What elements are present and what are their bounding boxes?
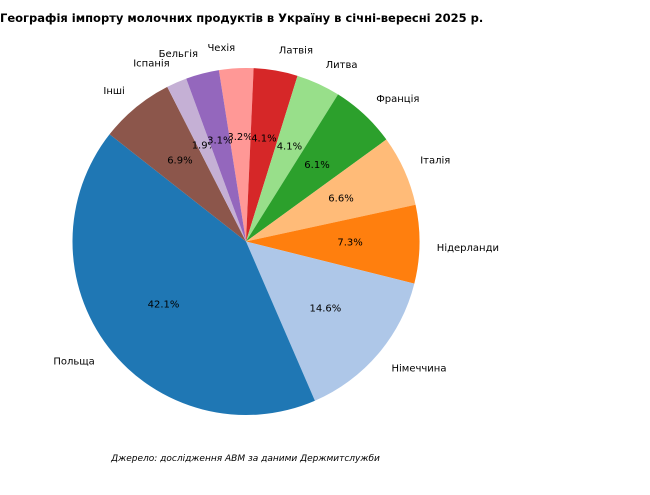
pie-percent-label: 6.6% bbox=[328, 194, 353, 205]
pie-country-label: Латвія bbox=[279, 45, 313, 57]
pie-slice-6 bbox=[246, 241, 415, 401]
pie-country-label: Нідерланди bbox=[437, 242, 499, 254]
pie-percent-label: 1.9% bbox=[192, 141, 217, 152]
pie-slice-10 bbox=[186, 70, 246, 242]
pie-percent-label: 3.2% bbox=[227, 132, 252, 143]
pie-country-label: Польща bbox=[53, 356, 94, 367]
pie-percent-label: 6.9% bbox=[167, 156, 192, 167]
pie-slice-9 bbox=[167, 78, 246, 242]
pie-country-label: Італія bbox=[420, 155, 450, 167]
pie-country-label: Іспанія bbox=[133, 58, 169, 70]
pie-percent-label: 42.1% bbox=[148, 300, 180, 311]
pie-slice-0 bbox=[218, 68, 254, 242]
pie-slice-7 bbox=[72, 134, 315, 416]
pie-country-label: Чехія bbox=[207, 42, 235, 54]
pie-slice-4 bbox=[246, 139, 416, 242]
pie-country-label: Франція bbox=[376, 93, 419, 105]
pie-country-label: Литва bbox=[326, 60, 358, 71]
pie-slice-2 bbox=[246, 75, 339, 242]
pie-percent-label: 6.1% bbox=[304, 160, 329, 171]
pie-percent-label: 14.6% bbox=[310, 303, 342, 314]
pie-slice-5 bbox=[246, 204, 420, 284]
pie-slice-8 bbox=[109, 86, 246, 242]
pie-percent-label: 4.1% bbox=[251, 134, 276, 145]
pie-country-label: Німеччина bbox=[392, 362, 447, 374]
pie-percent-label: 4.1% bbox=[277, 141, 302, 152]
source-note: Джерело: дослідження АВМ за даними Держм… bbox=[111, 454, 380, 464]
pie-slice-3 bbox=[246, 94, 387, 242]
pie-country-label: Бельгія bbox=[159, 48, 198, 60]
pie-country-label: Інші bbox=[103, 85, 124, 97]
pie-percent-label: 7.3% bbox=[337, 238, 362, 249]
pie-slice-1 bbox=[246, 68, 298, 242]
pie-percent-label: 3.1% bbox=[207, 135, 232, 146]
chart-title: Географія імпорту молочних продуктів в У… bbox=[0, 11, 484, 25]
